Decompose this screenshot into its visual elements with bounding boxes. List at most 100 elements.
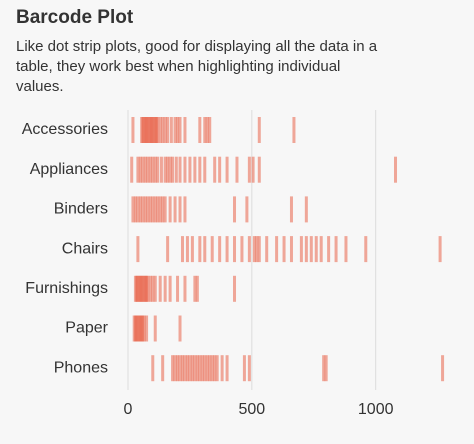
barcode-mark	[213, 355, 217, 382]
barcode-mark	[183, 275, 187, 302]
barcode-mark	[180, 355, 184, 382]
y-tick-label: Furnishings	[25, 280, 108, 297]
barcode-mark	[183, 355, 187, 382]
barcode-mark	[203, 236, 207, 263]
barcode-mark	[180, 236, 184, 263]
barcode-mark	[304, 236, 308, 263]
barcode-mark	[188, 355, 192, 382]
barcode-mark	[319, 236, 323, 263]
barcode-mark	[190, 236, 194, 263]
barcode-mark	[168, 156, 172, 183]
barcode-mark	[136, 156, 140, 183]
y-tick-label: Accessories	[22, 121, 108, 138]
barcode-mark	[309, 236, 313, 263]
barcode-mark	[203, 156, 207, 183]
barcode-mark	[166, 156, 170, 183]
y-tick-label: Paper	[65, 320, 108, 337]
barcode-mark	[203, 117, 207, 143]
barcode-mark	[151, 275, 155, 302]
barcode-mark	[188, 156, 192, 183]
barcode-mark	[176, 117, 180, 143]
x-tick-label: 500	[238, 401, 265, 418]
barcode-mark	[247, 355, 251, 382]
barcode-mark	[205, 355, 209, 382]
barcode-mark	[200, 355, 204, 382]
barcode-mark	[141, 196, 145, 223]
barcode-mark	[151, 156, 155, 183]
barcode-mark	[225, 355, 229, 382]
y-tick-label: Chairs	[62, 240, 108, 257]
barcode-mark	[163, 117, 167, 143]
barcode-mark	[148, 275, 152, 302]
barcode-mark	[146, 275, 150, 302]
barcode-mark	[198, 355, 202, 382]
barcode-mark	[257, 236, 261, 263]
barcode-mark	[193, 355, 197, 382]
subtitle: Like dot strip plots, good for displayin…	[16, 38, 378, 55]
barcode-mark	[235, 156, 239, 183]
barcode-mark	[195, 355, 199, 382]
barcode-mark	[153, 156, 157, 183]
barcode-mark	[205, 117, 209, 143]
barcode-mark	[344, 236, 348, 263]
barcode-mark	[233, 275, 237, 302]
barcode-mark	[245, 196, 249, 223]
barcode-mark	[438, 236, 442, 263]
barcode-mark	[133, 196, 137, 223]
barcode-mark	[143, 156, 147, 183]
barcode-mark	[148, 156, 152, 183]
barcode-mark	[183, 117, 187, 143]
barcode-mark	[178, 355, 182, 382]
barcode-mark	[158, 196, 162, 223]
barcode-mark	[163, 156, 167, 183]
barcode-mark	[299, 236, 303, 263]
barcode-mark	[208, 117, 212, 143]
barcode-mark	[156, 117, 160, 143]
barcode-mark	[176, 275, 180, 302]
barcode-mark	[153, 315, 157, 342]
barcode-mark	[138, 196, 142, 223]
barcode-mark	[195, 275, 199, 302]
barcode-mark	[289, 236, 293, 263]
barcode-mark	[210, 236, 214, 263]
barcode-mark	[171, 355, 175, 382]
barcode-mark	[251, 156, 255, 183]
chart-title: Barcode Plot	[16, 7, 134, 28]
barcode-mark	[225, 236, 229, 263]
barcode-mark	[153, 196, 157, 223]
barcode-mark	[161, 117, 165, 143]
barcode-mark	[225, 156, 229, 183]
barcode-mark	[210, 355, 214, 382]
barcode-mark	[148, 196, 152, 223]
barcode-mark	[173, 355, 177, 382]
barcode-mark	[252, 236, 256, 263]
barcode-mark	[171, 156, 175, 183]
barcode-mark	[185, 355, 189, 382]
barcode-mark	[178, 156, 182, 183]
barcode-mark	[168, 275, 172, 302]
barcode-mark	[166, 236, 170, 263]
barcode-mark	[185, 236, 189, 263]
barcode-mark	[198, 236, 202, 263]
barcode-mark	[322, 355, 326, 382]
barcode-mark	[218, 156, 222, 183]
barcode-mark	[282, 236, 286, 263]
barcode-mark	[193, 156, 197, 183]
barcode-mark	[145, 315, 149, 342]
barcode-mark	[334, 236, 338, 263]
x-tick-label: 0	[124, 401, 133, 418]
barcode-mark	[161, 355, 165, 382]
barcode-mark	[292, 117, 296, 143]
barcode-mark	[213, 156, 217, 183]
barcode-mark	[136, 236, 140, 263]
barcode-mark	[364, 236, 368, 263]
barcode-mark	[146, 196, 150, 223]
barcode-mark	[138, 156, 142, 183]
barcode-mark	[441, 355, 445, 382]
barcode-mark	[151, 196, 155, 223]
barcode-mark	[130, 156, 134, 183]
barcode-mark	[146, 156, 150, 183]
barcode-mark	[141, 156, 145, 183]
barcode-mark	[198, 117, 202, 143]
